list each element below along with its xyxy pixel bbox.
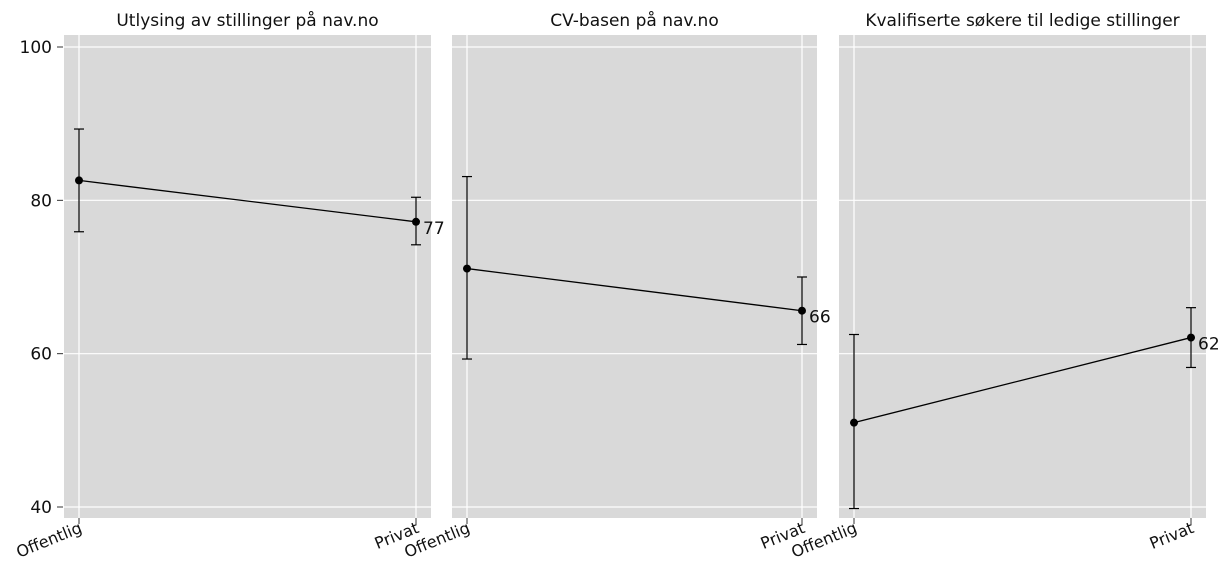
data-point: [798, 306, 806, 315]
data-label: 62: [1198, 335, 1220, 355]
data-point: [412, 217, 420, 226]
x-axis-tick-label: Privat: [1147, 518, 1197, 553]
panel-title: Utlysing av stillinger på nav.no: [116, 10, 378, 31]
series-line: [466, 267, 803, 312]
panel-background: [452, 35, 817, 518]
data-point: [75, 176, 83, 185]
data-point: [850, 418, 858, 427]
y-axis-tick-label: 40: [30, 498, 52, 518]
data-label: 77: [423, 219, 445, 239]
panel-background: [64, 35, 431, 518]
y-axis-tick-label: 100: [20, 38, 52, 58]
panel-background: [839, 35, 1206, 518]
x-axis-tick-label: Offentlig: [13, 518, 84, 561]
panel-title: CV-basen på nav.no: [550, 10, 718, 31]
series-line: [78, 179, 417, 223]
data-point: [1187, 333, 1195, 342]
y-axis-tick-label: 60: [30, 345, 52, 365]
panel-title: Kvalifiserte søkere til ledige stillinge…: [865, 11, 1179, 31]
y-axis-tick-label: 80: [30, 191, 52, 211]
data-label: 66: [809, 308, 831, 328]
series-line: [853, 336, 1192, 424]
data-point: [463, 264, 471, 273]
